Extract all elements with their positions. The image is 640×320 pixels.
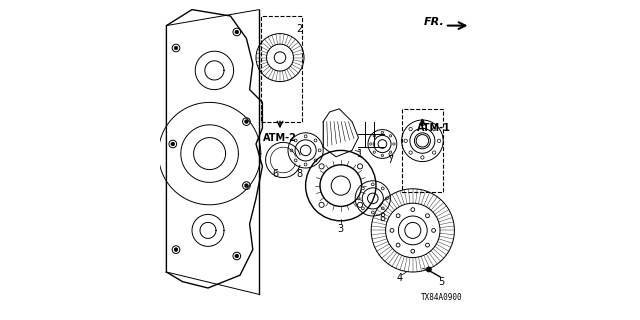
Circle shape <box>373 135 376 137</box>
Circle shape <box>385 197 388 200</box>
Circle shape <box>389 135 392 137</box>
Text: 4: 4 <box>397 273 403 284</box>
Circle shape <box>433 127 436 131</box>
Circle shape <box>381 131 383 134</box>
Circle shape <box>294 139 297 142</box>
Circle shape <box>381 207 384 210</box>
Text: 7: 7 <box>387 155 394 165</box>
Text: TX84A0900: TX84A0900 <box>420 293 463 302</box>
Circle shape <box>235 30 239 34</box>
Circle shape <box>235 254 239 258</box>
Circle shape <box>393 143 395 145</box>
Circle shape <box>409 127 412 131</box>
Circle shape <box>381 154 383 157</box>
Text: 8: 8 <box>380 212 385 223</box>
Circle shape <box>362 187 364 190</box>
Circle shape <box>409 151 412 154</box>
Circle shape <box>304 163 307 166</box>
Circle shape <box>244 120 248 124</box>
Text: 3: 3 <box>338 224 344 234</box>
Circle shape <box>433 151 436 154</box>
Circle shape <box>371 183 374 186</box>
Circle shape <box>389 151 392 153</box>
Text: ATM-2: ATM-2 <box>263 132 297 143</box>
Circle shape <box>420 123 424 126</box>
Text: 5: 5 <box>438 276 445 287</box>
Circle shape <box>437 139 441 142</box>
Text: ATM-1: ATM-1 <box>417 123 451 133</box>
Circle shape <box>304 135 307 138</box>
Circle shape <box>426 267 431 272</box>
Circle shape <box>294 159 297 162</box>
Text: 2: 2 <box>296 24 302 34</box>
Circle shape <box>362 207 364 210</box>
Circle shape <box>171 142 175 146</box>
Text: FR.: FR. <box>424 17 445 28</box>
Circle shape <box>318 149 321 152</box>
Circle shape <box>381 187 384 190</box>
Circle shape <box>357 197 360 200</box>
Circle shape <box>290 149 293 152</box>
Circle shape <box>420 156 424 159</box>
Circle shape <box>371 211 374 214</box>
Text: 8: 8 <box>296 169 302 180</box>
Text: 6: 6 <box>272 169 278 180</box>
Circle shape <box>370 143 372 145</box>
Circle shape <box>174 46 178 50</box>
Circle shape <box>174 248 178 252</box>
Circle shape <box>314 139 317 142</box>
Circle shape <box>244 184 248 188</box>
Circle shape <box>314 159 317 162</box>
Circle shape <box>373 151 376 153</box>
Text: 1: 1 <box>357 148 363 159</box>
Circle shape <box>404 139 408 142</box>
